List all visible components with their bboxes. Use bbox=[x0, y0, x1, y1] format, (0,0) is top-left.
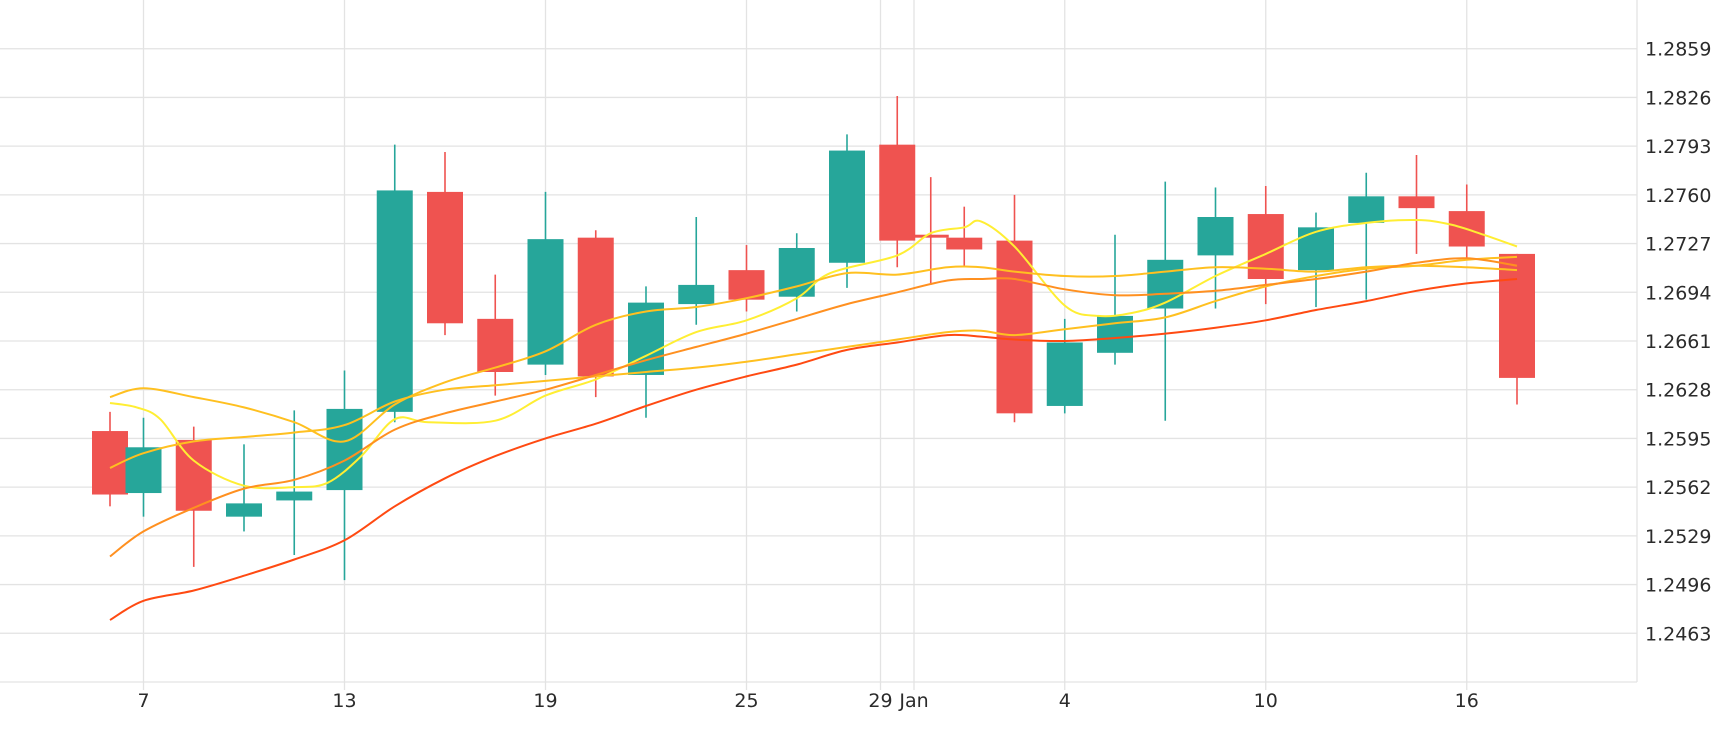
x-tick-label: 13 bbox=[332, 690, 356, 712]
moving-average-line-ma-fast bbox=[109, 218, 1518, 490]
x-tick-label: 25 bbox=[734, 690, 758, 712]
candle-up bbox=[276, 410, 313, 556]
candle-up bbox=[376, 144, 413, 423]
candle-up bbox=[1147, 181, 1184, 421]
y-tick-label: 1.2760 bbox=[1645, 185, 1711, 207]
candle-body bbox=[1499, 253, 1535, 378]
x-tick-label: 7 bbox=[137, 690, 149, 712]
candle-body bbox=[527, 239, 564, 365]
y-tick-label: 1.2496 bbox=[1645, 575, 1711, 597]
y-tick-label: 1.2826 bbox=[1645, 87, 1711, 109]
moving-average-line-ma-slow bbox=[109, 278, 1518, 621]
candle-down bbox=[1448, 184, 1485, 259]
x-tick-label: 16 bbox=[1455, 690, 1479, 712]
candle-body bbox=[946, 237, 983, 250]
y-tick-label: 1.2529 bbox=[1645, 526, 1711, 548]
x-tick-label: 19 bbox=[533, 690, 557, 712]
candle-down bbox=[1398, 155, 1435, 254]
candle-up bbox=[1298, 212, 1334, 308]
y-tick-label: 1.2562 bbox=[1645, 477, 1711, 499]
candle-up bbox=[527, 191, 564, 375]
candle-body bbox=[912, 234, 949, 238]
candle-body bbox=[1197, 217, 1234, 256]
candle-body bbox=[376, 190, 413, 412]
candle-body bbox=[226, 503, 262, 517]
moving-averages bbox=[109, 218, 1518, 621]
candle-body bbox=[1298, 227, 1334, 271]
candle-up bbox=[326, 370, 363, 581]
candle-body bbox=[125, 447, 162, 494]
y-tick-label: 1.2595 bbox=[1645, 428, 1711, 450]
candle-up bbox=[628, 286, 664, 418]
candle-down bbox=[879, 95, 916, 268]
x-tick-label: Jan bbox=[898, 690, 928, 712]
candle-body bbox=[1147, 259, 1184, 309]
x-tick-label: 10 bbox=[1254, 690, 1278, 712]
x-tick-label: 29 bbox=[868, 690, 892, 712]
y-tick-label: 1.2793 bbox=[1645, 136, 1711, 158]
y-tick-label: 1.2628 bbox=[1645, 380, 1711, 402]
y-tick-label: 1.2859 bbox=[1645, 39, 1711, 61]
candle-body bbox=[175, 439, 212, 511]
x-axis: 7 13 19 25 29 Jan 4 10 16 bbox=[137, 690, 1478, 712]
candle-up bbox=[1097, 234, 1133, 365]
candle-body bbox=[996, 240, 1033, 414]
candle-down bbox=[577, 230, 614, 398]
candle-down bbox=[92, 411, 128, 507]
y-axis: 1.2859 1.2826 1.2793 1.2760 1.2727 1.2694 1.26… bbox=[1645, 39, 1711, 646]
candle-body bbox=[326, 408, 363, 491]
candle-body bbox=[879, 144, 916, 241]
candle-up bbox=[778, 233, 815, 312]
y-tick-label: 1.2463 bbox=[1645, 623, 1711, 645]
moving-average-line-ma-2 bbox=[109, 264, 1518, 443]
candle-body bbox=[577, 237, 614, 377]
candle-body bbox=[1398, 196, 1435, 209]
candle-down bbox=[912, 177, 949, 285]
candle-down bbox=[946, 206, 983, 266]
y-tick-label: 1.2727 bbox=[1645, 234, 1711, 256]
candle-up bbox=[125, 417, 162, 517]
candle-down bbox=[1499, 253, 1535, 405]
candle-body bbox=[678, 284, 715, 305]
candle-body bbox=[1046, 342, 1083, 406]
candle-down bbox=[175, 426, 212, 567]
x-tick-label: 4 bbox=[1059, 690, 1071, 712]
candle-body bbox=[1348, 196, 1385, 223]
candle-body bbox=[829, 150, 865, 263]
candle-body bbox=[276, 491, 313, 501]
candle-down bbox=[996, 194, 1033, 423]
candle-body bbox=[427, 191, 463, 324]
candle-down bbox=[427, 152, 463, 336]
candle-up bbox=[1046, 318, 1083, 414]
candle-up bbox=[829, 134, 865, 288]
grid bbox=[0, 0, 1638, 690]
candle-up bbox=[1348, 172, 1385, 300]
candle-up bbox=[1197, 187, 1234, 309]
moving-average-line-ma-ochre bbox=[109, 257, 1518, 558]
candles bbox=[92, 95, 1535, 581]
y-tick-label: 1.2694 bbox=[1645, 282, 1711, 304]
y-tick-label: 1.2661 bbox=[1645, 331, 1711, 353]
